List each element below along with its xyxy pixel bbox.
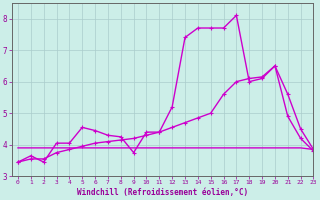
X-axis label: Windchill (Refroidissement éolien,°C): Windchill (Refroidissement éolien,°C) bbox=[77, 188, 248, 197]
